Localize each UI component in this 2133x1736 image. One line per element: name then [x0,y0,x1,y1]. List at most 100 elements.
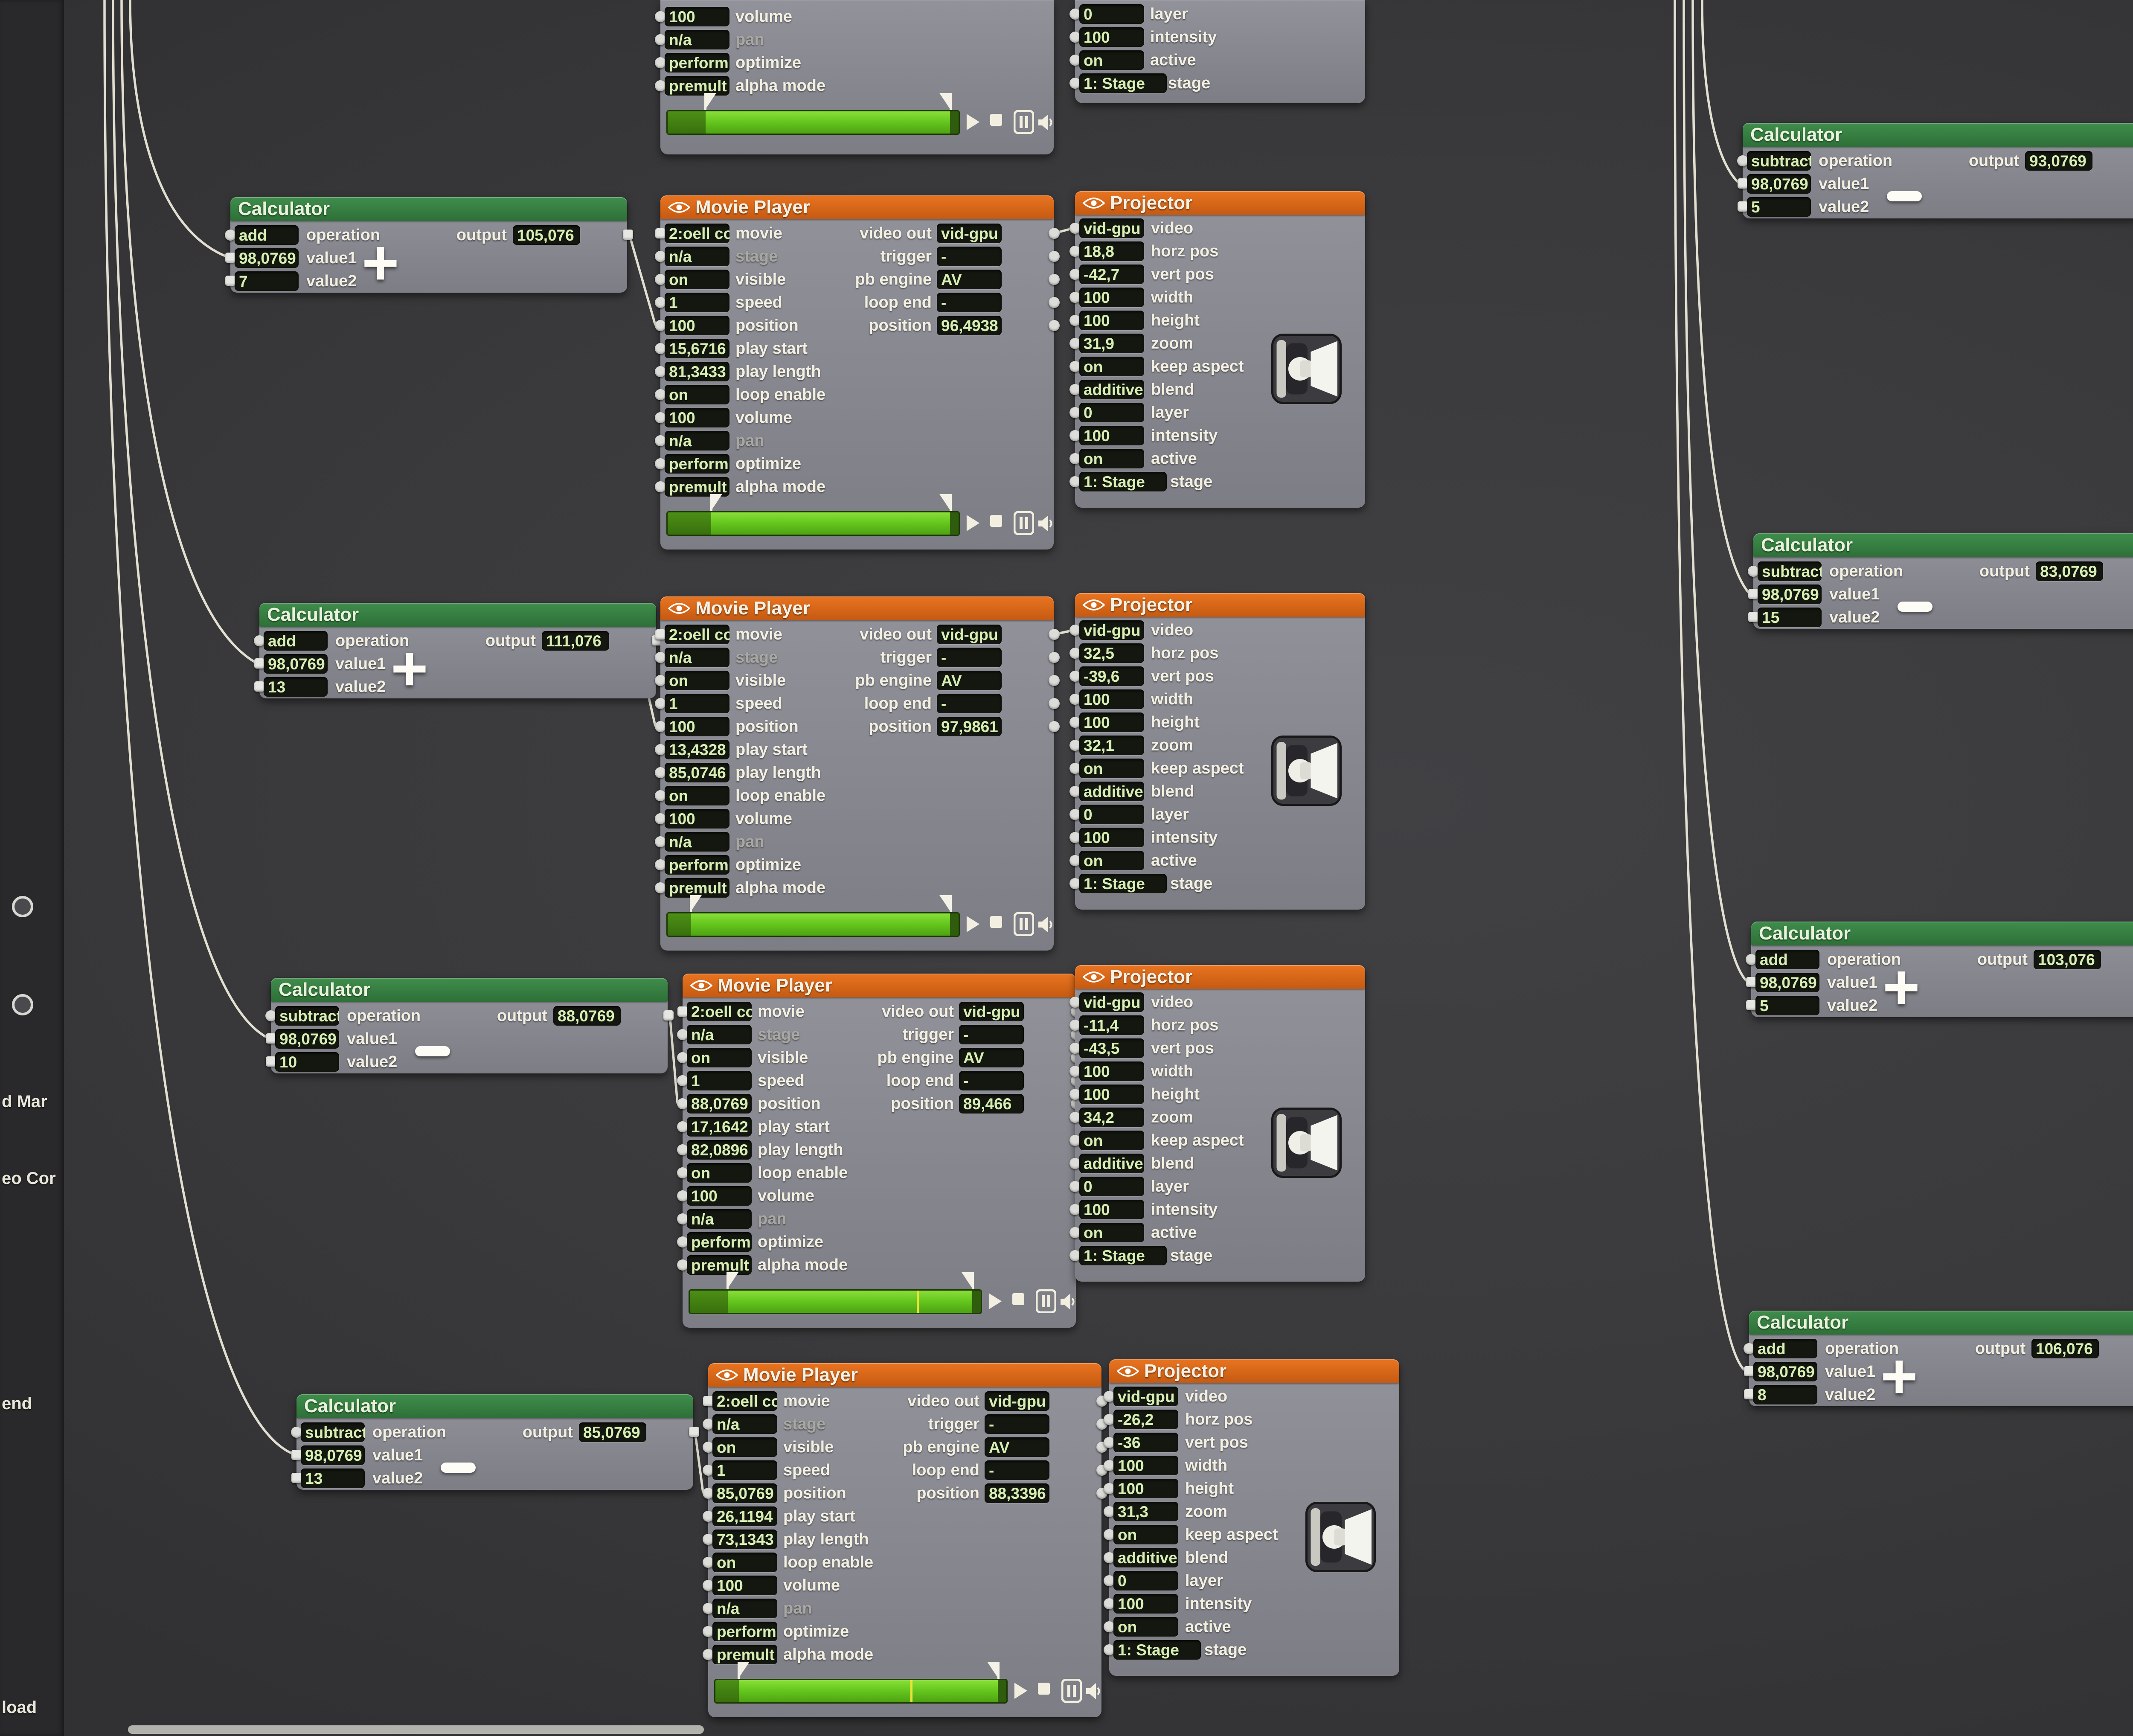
node-mp-l1[interactable]: Movie Player 2:oell co movie n/a stage on visi… [655,195,1060,550]
field-layer[interactable]: 0 [1113,1571,1178,1591]
port-intensity[interactable] [1104,1598,1115,1609]
port-stage[interactable] [1104,1644,1115,1655]
port-zoom[interactable] [1069,1112,1081,1123]
port-operation[interactable] [1744,1343,1755,1354]
port-keep-aspect[interactable] [1104,1529,1115,1540]
port-horz-pos[interactable] [1069,246,1081,257]
port-video-out-out[interactable] [1049,228,1060,239]
field-active[interactable]: on [1113,1617,1178,1637]
node-calc-r1[interactable]: Calculator subtract operation output 93,0769… [1737,123,2133,218]
field-stage[interactable]: 1: Stage [1079,472,1167,491]
loop-end-flag[interactable] [939,93,950,108]
sidebar-circle-icon[interactable] [12,896,33,917]
port-value1[interactable] [1744,1366,1754,1376]
port-play-start[interactable] [655,744,666,755]
field-zoom[interactable]: 31,9 [1079,334,1144,353]
node-title[interactable]: Calculator [1749,1311,2133,1335]
field-position-out[interactable]: 96,4938 [937,316,1002,335]
field-blend[interactable]: additive [1079,782,1144,801]
field-optimize[interactable]: perform [687,1232,752,1252]
play-button[interactable] [966,113,980,131]
port-blend[interactable] [1069,786,1081,797]
port-position-out[interactable] [1049,721,1060,732]
movie-progress-bar[interactable] [666,110,960,135]
node-title[interactable]: Movie Player [660,195,1054,219]
field-optimize[interactable]: perform [712,1622,777,1641]
field-movie[interactable]: 2:oell co [665,625,729,644]
field-value1[interactable]: 98,0769 [275,1029,339,1049]
node-proj-l3[interactable]: Projector vid-gpu video -11,4 horz pos -43,5 v… [1069,965,1365,1282]
field-visible[interactable]: on [665,671,729,690]
port-play-start[interactable] [703,1511,714,1522]
port-layer[interactable] [1069,809,1081,820]
port-loop-enable[interactable] [677,1167,688,1178]
port-active[interactable] [1069,1227,1081,1238]
port-alpha-mode[interactable] [655,80,666,91]
field-active[interactable]: on [1079,851,1144,870]
field-operation[interactable]: add [1753,1339,1817,1358]
field-zoom[interactable]: 31,3 [1113,1502,1178,1521]
field-loop-end-out[interactable]: - [937,694,1002,713]
field-width[interactable]: 100 [1079,689,1144,709]
port-vert-pos[interactable] [1104,1437,1115,1448]
loop-start-flag[interactable] [712,494,723,509]
field-value2[interactable]: 13 [301,1468,365,1488]
field-value2[interactable]: 7 [235,271,299,291]
node-title[interactable]: Calculator [1751,922,2133,945]
field-width[interactable]: 100 [1079,288,1144,307]
field-optimize[interactable]: perform [665,855,729,875]
port-intensity[interactable] [1069,1204,1081,1215]
node-calc-r4[interactable]: Calculator add operation output 106,076 98,07… [1744,1311,2133,1408]
field-value1[interactable]: 98,0769 [1747,174,1811,194]
node-calc-r3[interactable]: Calculator add operation output 103,076 98,07… [1746,922,2133,1019]
port-value2[interactable] [291,1473,302,1483]
field-value1[interactable]: 98,0769 [1758,584,1822,604]
port-operation[interactable] [1746,954,1757,965]
field-optimize[interactable]: perform [665,454,729,474]
port-movie[interactable] [655,228,665,238]
port-video-out-out[interactable] [1049,629,1060,640]
port-active[interactable] [1104,1621,1115,1632]
field-play-start[interactable]: 13,4328 [665,740,729,759]
field-stage[interactable]: n/a [712,1414,777,1434]
port-alpha-mode[interactable] [655,882,666,893]
field-vert-pos[interactable]: -39,6 [1079,666,1144,686]
play-button[interactable] [966,915,980,933]
port-alpha-mode[interactable] [703,1649,714,1660]
port-video[interactable] [1069,625,1081,636]
node-mp-tail-l[interactable]: 100 volume n/a pan perform optimize premult alp… [655,0,1054,154]
port-width[interactable] [1069,292,1081,303]
port-pan[interactable] [655,34,666,45]
port-play-start[interactable] [677,1121,688,1132]
field-pb-engine-out[interactable]: AV [937,270,1002,289]
field-output[interactable]: 111,076 [542,631,609,651]
speaker-icon[interactable] [1037,915,1055,934]
field-horz-pos[interactable]: 18,8 [1079,241,1144,261]
field-value2[interactable]: 5 [1747,197,1811,217]
loop-end-flag-pole[interactable] [949,895,952,912]
field-trigger-out[interactable]: - [937,247,1002,266]
field-blend[interactable]: additive [1079,1154,1144,1173]
field-value2[interactable]: 10 [275,1052,339,1072]
field-position[interactable]: 100 [665,316,729,335]
field-output[interactable]: 105,076 [513,225,580,245]
field-alpha-mode[interactable]: premult [712,1645,777,1664]
port-visible[interactable] [677,1052,688,1063]
node-title[interactable]: Calculator [296,1394,693,1418]
field-video[interactable]: vid-gpu [1079,218,1144,238]
port-horz-pos[interactable] [1069,648,1081,659]
port-blend[interactable] [1069,384,1081,395]
port-visible[interactable] [655,274,666,285]
field-visible[interactable]: on [687,1048,752,1067]
port-keep-aspect[interactable] [1069,763,1081,774]
port-alpha-mode[interactable] [677,1259,688,1271]
node-mp-l4[interactable]: Movie Player 2:oell co movie n/a stage on visi… [703,1363,1107,1717]
loop-end-flag[interactable] [939,494,950,509]
stop-button[interactable] [990,514,1003,528]
field-output[interactable]: 93,0769 [2025,151,2092,171]
port-position[interactable] [703,1488,714,1499]
node-title[interactable]: Calculator [259,603,656,627]
field-position[interactable]: 85,0769 [712,1483,777,1503]
field-operation[interactable]: subtract [1747,151,1811,171]
port-operation[interactable] [225,230,236,241]
